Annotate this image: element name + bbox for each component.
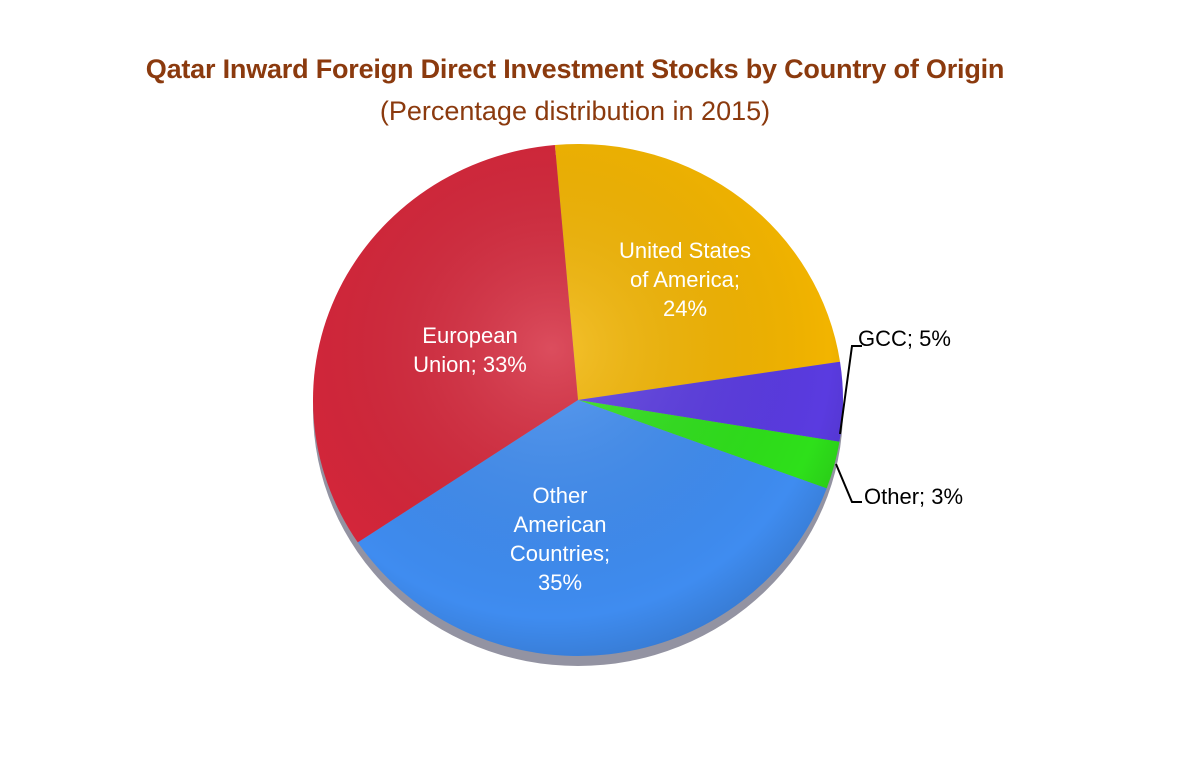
slice-label-eu: European Union; 33% [413,323,527,377]
leader-line-other [835,463,862,503]
chart-title: Qatar Inward Foreign Direct Investment S… [145,54,1005,84]
slice-label-usa: United States of America; 24% [618,238,752,321]
pie-shading [313,144,843,656]
slice-label-other-american: Other American Countries; 35% [509,483,611,595]
slice-label-other: Other; 3% [864,484,964,509]
slice-label-gcc: GCC; 5% [858,326,951,351]
chart-subtitle: (Percentage distribution in 2015) [379,96,771,126]
leader-line-gcc [839,345,862,435]
